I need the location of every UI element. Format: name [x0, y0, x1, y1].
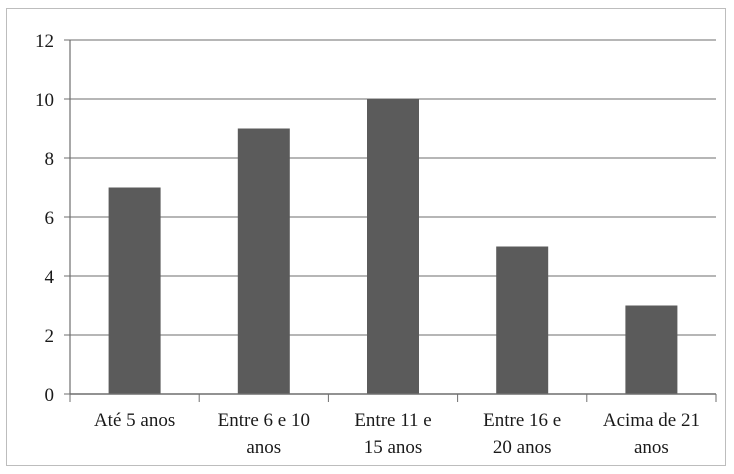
- y-tick-label: 8: [45, 149, 55, 170]
- x-category-label: Acima de 21: [603, 410, 700, 431]
- y-tick-labels: 0 2 4 6 8 10 12: [35, 31, 55, 406]
- y-tick-label: 12: [35, 31, 54, 52]
- x-category-label: 15 anos: [364, 437, 423, 458]
- gridlines: [70, 39, 716, 336]
- axes: [64, 39, 717, 402]
- bar: [108, 187, 161, 394]
- x-category-label: Entre 11 e: [354, 410, 431, 431]
- x-category-labels: Até 5 anos Entre 6 e 10 anos Entre 11 e 15 a…: [94, 410, 700, 458]
- chart-frame: [6, 8, 726, 466]
- x-category-label: Entre 6 e 10: [218, 410, 310, 431]
- y-tick-label: 0: [45, 385, 55, 406]
- x-category-label: 20 anos: [493, 437, 552, 458]
- x-category-label: Até 5 anos: [94, 410, 175, 431]
- bar: [237, 128, 290, 394]
- x-category-label: Entre 16 e: [483, 410, 561, 431]
- x-category-label: anos: [634, 437, 669, 458]
- bar: [496, 246, 549, 394]
- bar: [625, 305, 678, 394]
- bars: [108, 99, 678, 394]
- bar: [367, 99, 419, 394]
- y-tick-label: 2: [45, 326, 55, 347]
- y-tick-label: 6: [45, 208, 55, 229]
- x-category-label: anos: [246, 437, 281, 458]
- y-tick-label: 4: [45, 267, 55, 288]
- y-tick-label: 10: [35, 90, 54, 111]
